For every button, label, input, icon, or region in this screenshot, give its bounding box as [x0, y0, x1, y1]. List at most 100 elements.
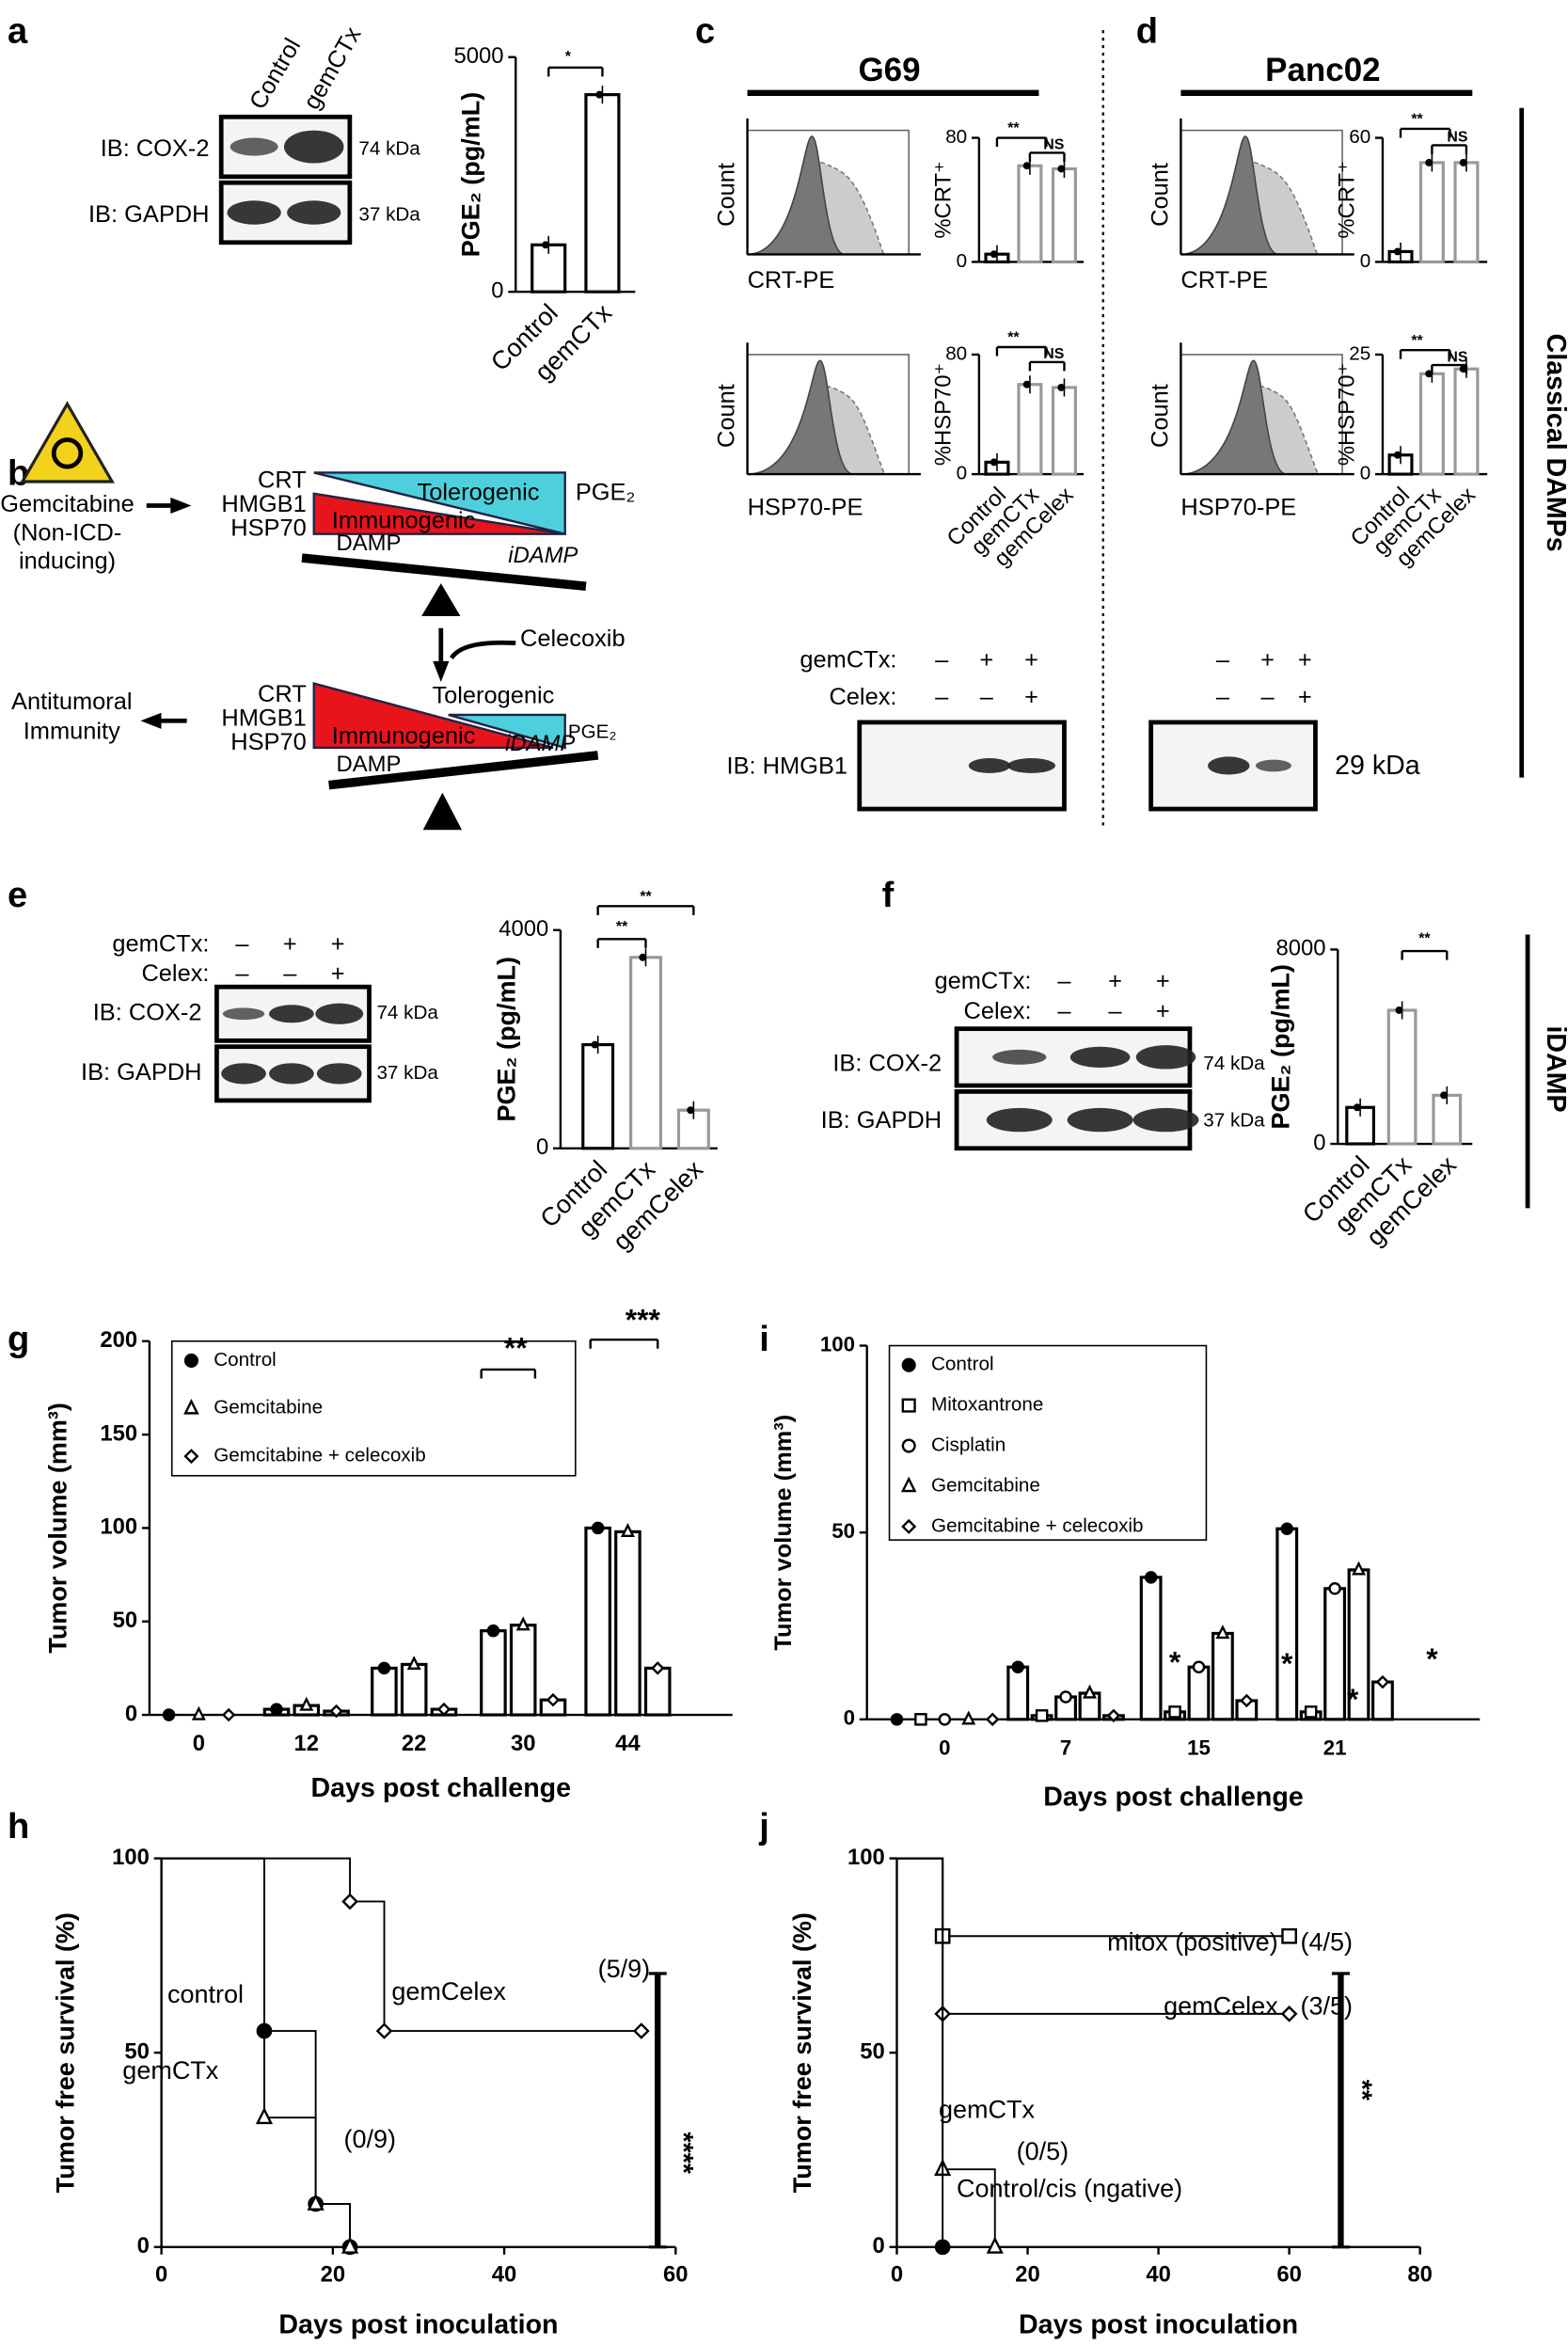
dot — [595, 90, 604, 99]
label: HSP70 — [230, 515, 307, 542]
label: CRT — [258, 468, 307, 494]
label: Celex: — [963, 998, 1031, 1024]
label: IB: HMGB1 — [727, 753, 847, 779]
significance: ** — [640, 889, 652, 905]
marker — [375, 2022, 393, 2039]
histogram-control — [747, 135, 846, 256]
dot — [990, 458, 998, 467]
dot — [1057, 383, 1066, 391]
x-axis-label: Days post challenge — [311, 1773, 572, 1803]
x-tick-label: 0 — [155, 2261, 167, 2287]
label: 37 kDa — [358, 204, 420, 226]
y-tick-label: 0 — [137, 2233, 150, 2259]
y-tick-label: 60 — [1349, 126, 1370, 148]
fulcrum — [422, 792, 463, 831]
label: gemCTx: — [800, 646, 896, 673]
band — [283, 130, 344, 164]
y-tick-label: 0 — [1360, 250, 1370, 272]
band — [968, 758, 1011, 773]
series-label: gemCelex — [1164, 1992, 1278, 2021]
marker — [299, 1696, 314, 1711]
marker — [1144, 1571, 1158, 1584]
legend-marker — [901, 1398, 916, 1413]
legend-box — [170, 1339, 577, 1477]
band — [1255, 759, 1292, 772]
marker — [191, 1705, 206, 1720]
marker — [329, 1704, 343, 1719]
y-tick-label: 0 — [873, 2233, 885, 2259]
band — [1007, 758, 1055, 773]
x-tick-label: 30 — [511, 1731, 536, 1756]
marker — [934, 2239, 951, 2256]
label: gemCTx: — [934, 968, 1031, 994]
histogram-control — [1180, 359, 1287, 475]
y-tick-label: 4000 — [499, 916, 548, 942]
x-tick-label: 15 — [1187, 1736, 1211, 1759]
label: IB: COX-2 — [93, 999, 202, 1025]
fulcrum — [421, 583, 461, 617]
x-tick-label: 60 — [663, 2261, 689, 2287]
marker — [650, 1661, 665, 1675]
y-tick-label: 150 — [100, 1420, 137, 1446]
y-axis-label: Tumor free survival (%) — [52, 1912, 80, 2193]
dot — [687, 1106, 695, 1115]
significance: **** — [668, 2132, 698, 2174]
x-tick-label: 22 — [402, 1731, 427, 1756]
marker — [961, 1710, 976, 1725]
label: Celecoxib — [520, 626, 626, 652]
sign: – — [235, 930, 249, 957]
dot — [1393, 247, 1402, 256]
annotation: (3/5) — [1301, 1992, 1354, 2021]
dot — [1353, 1103, 1361, 1112]
marker — [986, 2236, 1004, 2254]
band — [315, 1003, 364, 1024]
y-axis-label: PGE₂ (pg/mL) — [492, 957, 520, 1122]
label: HSP70-PE — [1180, 494, 1296, 520]
panel-letter: e — [8, 875, 27, 915]
legend-label: Control — [931, 1354, 994, 1375]
x-tick-label: 21 — [1323, 1736, 1347, 1759]
label: HSP70-PE — [748, 494, 863, 520]
panel-letter: c — [695, 10, 715, 51]
x-tick-label: 0 — [193, 1731, 205, 1756]
y-axis-label: Tumor free survival (%) — [788, 1912, 816, 2193]
panel-letter: b — [8, 453, 29, 494]
significance: * — [1426, 1641, 1438, 1675]
marker — [985, 1712, 1000, 1727]
label: HSP70 — [230, 729, 307, 755]
survival-line — [161, 1857, 352, 2247]
label: Celex: — [141, 960, 209, 987]
legend-label: Gemcitabine + celecoxib — [214, 1445, 425, 1466]
sign: + — [979, 646, 993, 673]
dot — [1459, 365, 1467, 373]
y-tick-label: 200 — [100, 1327, 137, 1353]
legend-label: Gemcitabine — [214, 1397, 323, 1419]
label: 74 kDa — [358, 138, 420, 160]
marker — [890, 1713, 904, 1726]
survival-line — [896, 1857, 944, 2247]
y-tick-label: 100 — [112, 1845, 150, 1870]
y-tick-label: 80 — [945, 342, 967, 364]
panel-letter: j — [758, 1806, 769, 1847]
label: Control — [245, 34, 306, 114]
label: Immunity — [24, 719, 120, 745]
label: Gemcitabine — [0, 491, 135, 517]
annotation: (0/9) — [344, 2125, 397, 2153]
bar — [1275, 1527, 1299, 1721]
panel-letter: a — [8, 10, 28, 51]
x-tick-label: 20 — [1015, 2261, 1040, 2287]
series-label: gemCTx — [939, 2095, 1036, 2123]
sign: – — [283, 960, 297, 987]
bar — [1017, 164, 1043, 264]
bar — [1418, 372, 1445, 476]
bar — [1017, 383, 1043, 476]
label: gemCTx: — [112, 930, 209, 957]
label: Tolerogenic — [432, 683, 554, 709]
dot — [1393, 451, 1402, 459]
marker — [591, 1521, 605, 1535]
panel-letter: d — [1136, 10, 1158, 51]
bar — [581, 1042, 615, 1150]
y-axis-label: PGE₂ (pg/mL) — [1267, 964, 1295, 1130]
tolerogenic-wedge — [448, 713, 566, 750]
sign: – — [1261, 684, 1275, 710]
